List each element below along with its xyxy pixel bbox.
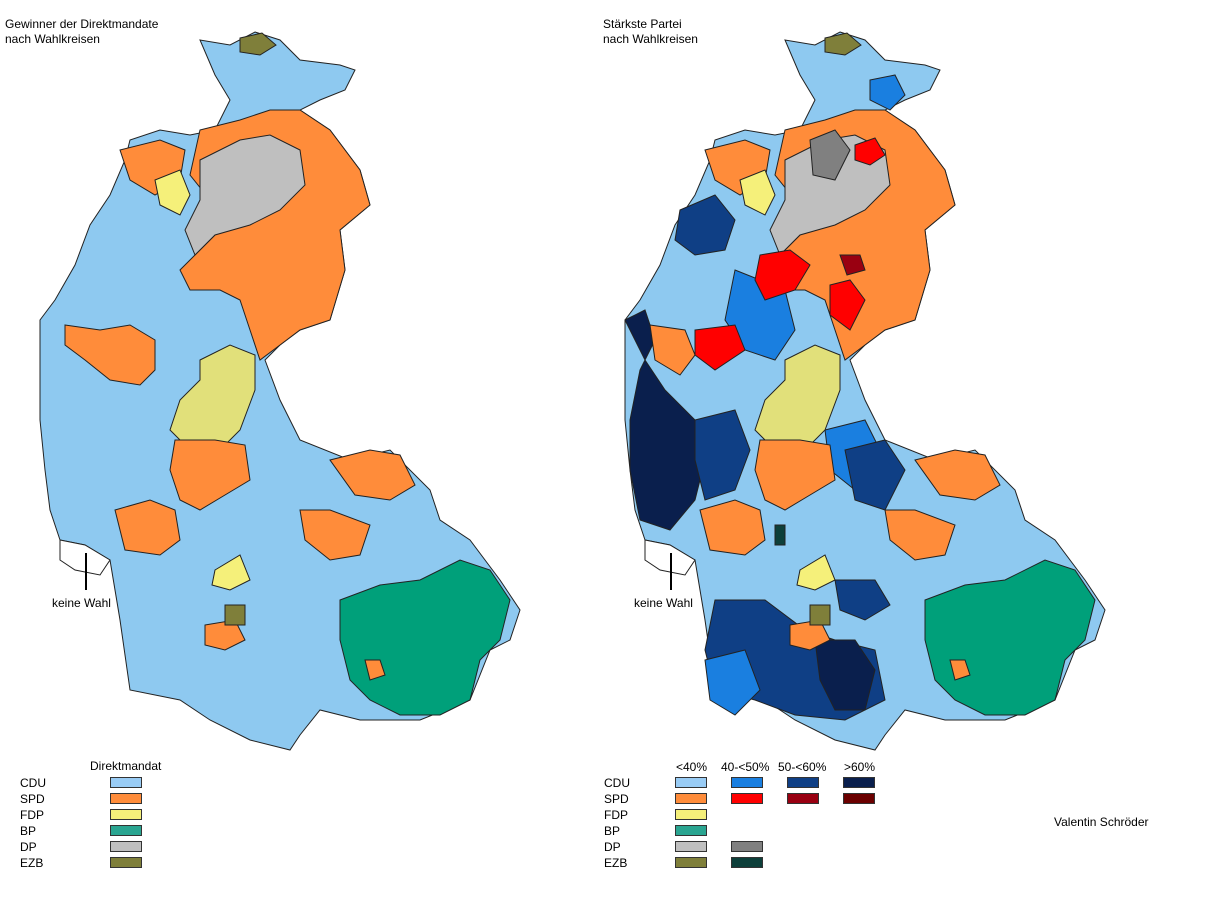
right-swatch-spd-lt40 — [675, 793, 707, 804]
right-legend-label-spd: SPD — [604, 792, 629, 806]
left-legend-label-ezb: EZB — [20, 856, 44, 870]
left-swatch-fdp — [110, 809, 142, 820]
left-region-ruhr-spd — [64, 324, 156, 386]
right-region-ezb-south — [809, 604, 831, 626]
right-region-spd-strong-2 — [829, 279, 866, 331]
left-map-title: Gewinner der Direktmandate nach Wahlkrei… — [5, 17, 159, 46]
left-legend-label-fdp: FDP — [20, 808, 44, 822]
right-region-spd-strong-3 — [694, 324, 746, 371]
left-map — [39, 31, 521, 751]
right-region-franconia-cdu-50 — [844, 439, 906, 511]
right-legend-label-dp: DP — [604, 840, 621, 854]
right-region-ezb — [824, 32, 862, 56]
right-swatch-dp-40-50 — [731, 841, 763, 852]
right-swatch-spd-gt60 — [843, 793, 875, 804]
left-legend-label-spd: SPD — [20, 792, 45, 806]
right-swatch-cdu-gt60 — [843, 777, 875, 788]
left-region-munich-spd — [364, 659, 386, 681]
right-swatch-fdp-lt40 — [675, 809, 707, 820]
right-region-eifel-cdu-50 — [694, 409, 751, 501]
right-swatch-spd-50-60 — [787, 793, 819, 804]
author-credit: Valentin Schröder — [1054, 815, 1149, 829]
right-region-saar-spd — [699, 499, 766, 556]
left-no-vote-label: keine Wahl — [52, 596, 111, 610]
right-region-fdp-north — [739, 169, 776, 216]
right-region-munich-spd — [949, 659, 971, 681]
right-swatch-cdu-lt40 — [675, 777, 707, 788]
right-region-franconia-spd — [914, 449, 1001, 501]
left-legend-label-dp: DP — [20, 840, 37, 854]
right-region-ruhr-spd — [649, 324, 696, 376]
right-map — [624, 31, 1106, 751]
right-map-regions — [624, 31, 1106, 751]
right-region-fdp-south — [796, 554, 836, 591]
left-region-franconia-spd — [329, 449, 416, 501]
left-map-regions — [39, 31, 521, 751]
right-region-rhein-main-spd — [754, 439, 836, 511]
right-legend-header-lt40: <40% — [676, 760, 708, 774]
right-region-south-cdu-40 — [704, 649, 761, 716]
right-legend-label-cdu: CDU — [604, 776, 630, 790]
left-region-ezb — [239, 32, 277, 56]
left-region-rhein-main-spd — [169, 439, 251, 511]
right-region-spd-strong-4 — [839, 254, 866, 276]
right-swatch-dp-lt40 — [675, 841, 707, 852]
right-swatch-ezb-40-50 — [731, 857, 763, 868]
right-swatch-spd-40-50 — [731, 793, 763, 804]
left-region-dp — [184, 134, 306, 256]
right-legend-label-bp: BP — [604, 824, 621, 838]
right-swatch-cdu-50-60 — [787, 777, 819, 788]
right-region-spd-strong-hamburg — [854, 137, 886, 166]
left-region-fdp-north — [154, 169, 191, 216]
right-region-west-cdu-50 — [674, 194, 736, 256]
right-region-dp-strong — [809, 129, 851, 181]
right-legend-header-50-60: 50-<60% — [778, 760, 827, 774]
right-legend-label-fdp: FDP — [604, 808, 628, 822]
left-legend-label-bp: BP — [20, 824, 37, 838]
right-legend-header-gt60: >60% — [844, 760, 876, 774]
left-region-ezb-south — [224, 604, 246, 626]
right-region-dp — [769, 134, 891, 256]
left-swatch-cdu — [110, 777, 142, 788]
left-swatch-bp — [110, 825, 142, 836]
right-map-title: Stärkste Partei nach Wahlkreisen — [603, 17, 698, 46]
right-swatch-bp-lt40 — [675, 825, 707, 836]
left-legend-title: Direktmandat — [90, 759, 162, 773]
right-legend-label-ezb: EZB — [604, 856, 628, 870]
right-region-nuremberg-spd — [884, 509, 956, 561]
right-region-ezb-strong — [774, 524, 786, 546]
left-region-nuremberg-spd — [299, 509, 371, 561]
right-region-south-cdu-60 — [814, 639, 876, 711]
left-swatch-ezb — [110, 857, 142, 868]
left-region-fdp-south — [211, 554, 251, 591]
right-swatch-ezb-lt40 — [675, 857, 707, 868]
left-region-saar-spd — [114, 499, 181, 556]
right-swatch-cdu-40-50 — [731, 777, 763, 788]
left-swatch-dp — [110, 841, 142, 852]
right-legend-header-40-50: 40-<50% — [721, 760, 770, 774]
right-region-upper-bavaria-cdu-50 — [834, 579, 891, 621]
right-region-spd-strong-1 — [754, 249, 811, 301]
right-region-schleswig-cdu-50 — [869, 74, 906, 111]
right-no-vote-label: keine Wahl — [634, 596, 693, 610]
left-legend-label-cdu: CDU — [20, 776, 46, 790]
left-swatch-spd — [110, 793, 142, 804]
